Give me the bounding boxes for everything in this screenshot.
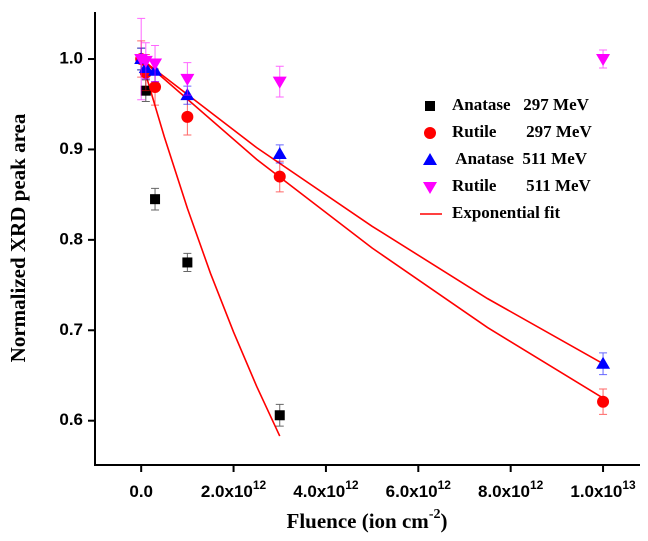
marker [181,110,194,123]
marker [182,257,193,268]
legend-label: Anatase 297 MeV [452,95,590,114]
y-tick-label: 0.9 [59,139,83,158]
legend-marker [425,101,435,111]
legend-label: Anatase 511 MeV [452,149,588,168]
legend-label: Rutile 297 MeV [452,122,592,141]
x-tick-label: 1.0x1013 [570,478,636,501]
marker [274,410,285,421]
marker [148,58,163,71]
x-tick-label-base: 8.0x10 [478,482,530,501]
x-tick-label-base: 4.0x10 [293,482,345,501]
x-tick-label-base: 1.0x10 [570,482,622,501]
fit-line [140,58,604,399]
x-tick-label: 4.0x1012 [293,478,359,501]
y-tick-label: 0.6 [59,410,83,429]
y-tick-label: 1.0 [59,49,83,68]
x-axis-title-text: Fluence (ion cm [287,509,430,533]
legend-label: Exponential fit [452,203,560,222]
x-tick-label-exp: 12 [253,478,267,492]
fit-line [140,58,281,437]
x-tick-label: 0.0 [129,482,153,501]
x-tick-label: 8.0x1012 [478,478,544,501]
x-axis-title-suffix: ) [440,509,447,533]
x-tick-label-exp: 12 [438,478,452,492]
y-tick-label: 0.7 [59,320,83,339]
fit-line [140,58,604,365]
x-tick-label-exp: 12 [530,478,544,492]
marker [149,81,162,94]
y-tick-label: 0.8 [59,229,83,248]
marker [180,73,195,86]
legend-marker [423,182,437,194]
legend-marker [424,127,436,139]
marker [150,194,161,205]
marker [272,76,287,89]
x-tick-label-exp: 13 [622,478,636,492]
marker [272,146,287,159]
legend-marker [423,153,437,165]
x-tick-label: 2.0x1012 [201,478,267,501]
y-axis-title: Normalized XRD peak area [6,113,30,362]
x-tick-label: 6.0x1012 [386,478,452,501]
x-tick-label-base: 2.0x10 [201,482,253,501]
marker [596,356,611,369]
marker [597,395,610,408]
x-axis-title: Fluence (ion cm-2) [287,507,448,533]
marker [273,170,286,183]
legend-label: Rutile 511 MeV [452,176,592,195]
marker [596,54,611,67]
x-tick-label-base: 6.0x10 [386,482,438,501]
x-tick-label-exp: 12 [345,478,359,492]
x-axis-title-sup: -2 [429,507,441,522]
x-tick-label-base: 0.0 [129,482,153,501]
